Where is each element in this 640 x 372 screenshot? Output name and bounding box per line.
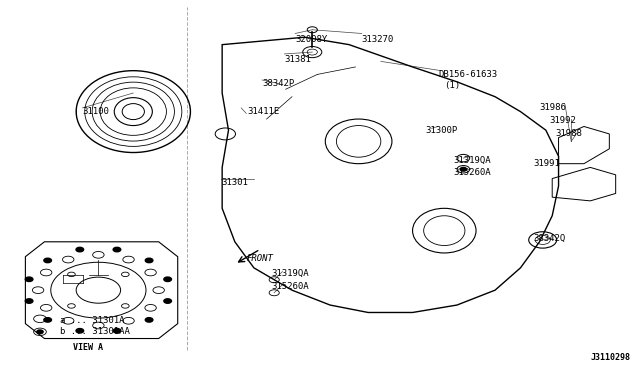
Text: FRONT: FRONT [246, 254, 273, 263]
Text: VIEW A: VIEW A [73, 343, 103, 352]
Text: 38342P: 38342P [262, 79, 294, 88]
Text: 31381: 31381 [284, 55, 311, 64]
Circle shape [76, 247, 84, 252]
Text: 31319QA: 31319QA [454, 155, 492, 164]
Text: 31300P: 31300P [425, 126, 458, 135]
Circle shape [145, 258, 153, 263]
Circle shape [26, 299, 33, 303]
Circle shape [113, 247, 121, 252]
Circle shape [44, 258, 51, 263]
Text: a ... 31301A: a ... 31301A [60, 316, 125, 325]
Circle shape [460, 167, 467, 171]
Circle shape [164, 277, 172, 282]
Text: (1): (1) [444, 81, 460, 90]
Circle shape [164, 299, 172, 303]
Text: 31988: 31988 [556, 129, 582, 138]
Text: 32008Y: 32008Y [295, 35, 328, 44]
Text: 315260A: 315260A [271, 282, 309, 291]
Text: 31301: 31301 [221, 178, 248, 187]
Text: 313270: 313270 [362, 35, 394, 44]
Text: 31319QA: 31319QA [271, 269, 309, 278]
Circle shape [37, 330, 43, 334]
Text: 31411E: 31411E [248, 107, 280, 116]
Circle shape [44, 318, 51, 322]
Text: 38342Q: 38342Q [533, 234, 565, 243]
Text: 31992: 31992 [549, 116, 576, 125]
Text: b ... 31301AA: b ... 31301AA [60, 327, 130, 336]
Circle shape [76, 328, 84, 333]
Circle shape [113, 328, 121, 333]
Circle shape [26, 277, 33, 282]
Text: 31986: 31986 [540, 103, 566, 112]
Circle shape [145, 318, 153, 322]
Text: 315260A: 315260A [454, 169, 492, 177]
Text: 31100: 31100 [83, 107, 109, 116]
Text: DB156-61633: DB156-61633 [438, 70, 497, 79]
Text: 31991: 31991 [533, 159, 560, 168]
Text: J3110298: J3110298 [590, 353, 630, 362]
